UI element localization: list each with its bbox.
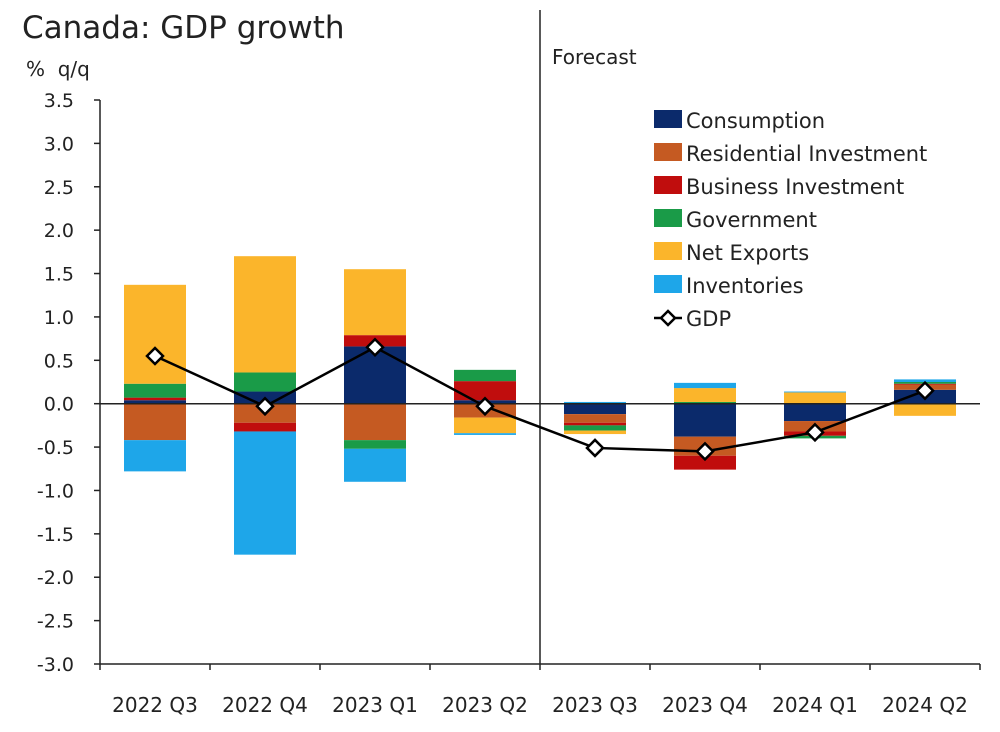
legend-swatch-residential-investment [654, 143, 682, 161]
bar-segment-residential-investment [344, 403, 406, 441]
bar-segment-government [454, 369, 516, 382]
gdp-marker [695, 441, 715, 462]
bar-segment-net-exports [674, 388, 736, 402]
y-tick-label: -3.0 [37, 654, 74, 676]
x-tick-label: 2023 Q1 [332, 693, 418, 717]
legend-label: Consumption [686, 109, 825, 133]
chart-legend: Consumption Residential Investment Busines… [654, 109, 927, 331]
bar-segment-inventories [124, 440, 186, 472]
bar-segment-government [234, 372, 296, 392]
legend-gdp-marker [659, 309, 677, 327]
bar-segment-business-investment [124, 397, 186, 401]
x-axis-ticks: 2022 Q3 2022 Q4 2023 Q1 2023 Q2 2023 Q3 2023 … [99, 664, 981, 717]
y-tick-label: 2.0 [44, 220, 74, 242]
gdp-marker [475, 396, 495, 417]
gdp-marker [585, 438, 605, 458]
gdp-marker [365, 337, 385, 358]
bar-segment-government [674, 401, 736, 404]
bar-segment-consumption [674, 403, 736, 437]
y-tick-label: 0.5 [44, 350, 74, 372]
gdp-marker [915, 380, 935, 401]
bar-segment-residential-investment [124, 403, 186, 441]
gdp-marker [255, 396, 275, 417]
x-tick-label: 2024 Q1 [772, 693, 858, 717]
bar-segment-inventories [344, 448, 406, 482]
bar-segment-government [564, 425, 626, 431]
bar-segment-business-investment [564, 422, 626, 426]
y-tick-label: 0.0 [44, 394, 74, 416]
bar-segment-net-exports [894, 403, 956, 416]
x-tick-label: 2023 Q3 [552, 693, 638, 717]
x-tick-label: 2023 Q2 [442, 693, 528, 717]
bar-segment-consumption [784, 403, 846, 422]
bar-segment-inventories [674, 382, 736, 389]
bar-segment-net-exports [564, 430, 626, 435]
x-tick-label: 2023 Q4 [662, 693, 748, 717]
bar-segment-business-investment [674, 455, 736, 470]
bar-segment-inventories [894, 379, 956, 382]
chart-title: Canada: GDP growth [22, 10, 345, 46]
gdp-marker [805, 422, 825, 443]
x-tick-label: 2024 Q2 [882, 693, 968, 717]
bar-segment-net-exports [784, 392, 846, 404]
legend-label: Government [686, 208, 817, 232]
legend-label: Inventories [686, 274, 804, 298]
gdp-marker [145, 346, 165, 366]
y-tick-label: -2.5 [37, 611, 74, 633]
gdp-line [154, 345, 926, 453]
bar-segment-government [344, 440, 406, 449]
y-tick-label: -1.0 [37, 480, 74, 502]
bar-segment-inventories [454, 433, 516, 435]
bar-segment-government [124, 383, 186, 398]
x-tick-label: 2022 Q3 [112, 693, 198, 717]
bar-segment-net-exports [454, 417, 516, 434]
bar-segment-inventories [564, 401, 626, 404]
y-tick-label: 3.0 [44, 133, 74, 155]
y-tick-label: -2.0 [37, 567, 74, 589]
bar-segment-net-exports [344, 269, 406, 336]
y-tick-label: 2.5 [44, 177, 74, 199]
bar-segment-inventories [784, 391, 846, 393]
gdp-line-series [145, 337, 935, 462]
legend-swatch-inventories [654, 275, 682, 293]
y-tick-label: 1.5 [44, 264, 74, 286]
x-tick-label: 2022 Q4 [222, 693, 308, 717]
bar-segment-residential-investment [564, 414, 626, 423]
bar-segment-business-investment [234, 422, 296, 432]
legend-swatch-business-investment [654, 176, 682, 194]
bar-segment-net-exports [234, 256, 296, 373]
legend-label: Residential Investment [686, 142, 927, 166]
bar-segment-consumption [564, 403, 626, 415]
legend-label: Net Exports [686, 241, 809, 265]
y-tick-label: -0.5 [37, 437, 74, 459]
legend-label: GDP [686, 307, 731, 331]
y-tick-label: 3.5 [44, 90, 74, 112]
y-tick-label: -1.5 [37, 524, 74, 546]
legend-swatch-net-exports [654, 242, 682, 260]
bar-segment-inventories [234, 431, 296, 555]
y-tick-label: 1.0 [44, 307, 74, 329]
y-axis-ticks: 3.5 3.0 2.5 2.0 1.5 1.0 0.5 0.0 -0.5 -1.0 -1.5 -2.0… [37, 90, 100, 676]
bar-segment-consumption [124, 400, 186, 404]
bar-segment-net-exports [124, 284, 186, 384]
bar-segment-business-investment [454, 381, 516, 401]
y-axis-unit-label: % q/q [26, 57, 90, 81]
legend-label: Business Investment [686, 175, 904, 199]
legend-swatch-government [654, 209, 682, 227]
forecast-label: Forecast [552, 45, 637, 69]
legend-swatch-consumption [654, 110, 682, 128]
